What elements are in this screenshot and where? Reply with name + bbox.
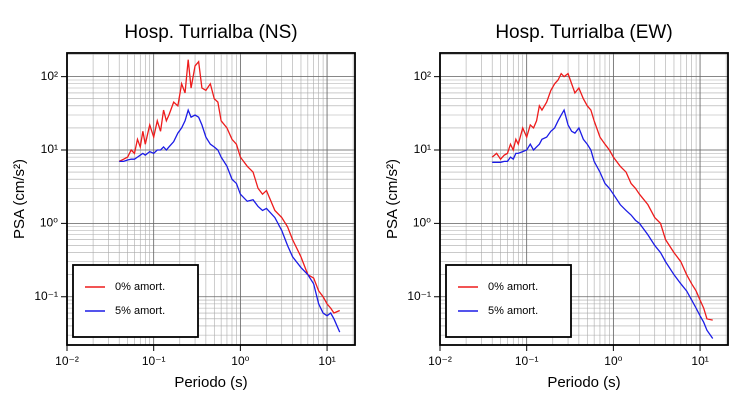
x-tick-label: 10¹ xyxy=(318,354,335,368)
y-tick-label: 10² xyxy=(414,69,431,83)
legend-label: 0% amort. xyxy=(488,281,538,293)
x-tick-label: 10⁰ xyxy=(604,354,622,368)
y-tick-label: 10¹ xyxy=(414,142,431,156)
legend: 0% amort. 5% amort. xyxy=(445,264,572,338)
plot-frame xyxy=(66,52,356,346)
y-tick-label: 10⁻¹ xyxy=(34,289,58,303)
panel: 10⁻² 10⁻¹ 10⁰ 10¹ 10⁻¹ 10⁰ 10¹ 10² Hosp. Turrial… xyxy=(11,22,356,391)
plot-frame xyxy=(439,52,729,346)
panel: 10⁻² 10⁻¹ 10⁰ 10¹ 10⁻¹ 10⁰ 10¹ 10² Hosp. Turrial… xyxy=(384,22,729,391)
series-line xyxy=(119,108,341,333)
y-axis-label: PSA (cm/s²) xyxy=(11,159,28,239)
y-tick-label: 10⁻¹ xyxy=(407,289,431,303)
x-tick-label: 10⁰ xyxy=(231,354,249,368)
series-line xyxy=(492,108,714,339)
legend-label: 5% amort. xyxy=(488,305,538,317)
legend-box xyxy=(72,264,199,338)
y-tick-label: 10² xyxy=(41,69,58,83)
series-line xyxy=(118,59,340,314)
legend-label: 0% amort. xyxy=(115,281,165,293)
x-tick-label: 10⁻² xyxy=(55,354,79,368)
x-axis-label: Periodo (s) xyxy=(174,374,247,391)
x-tick-label: 10¹ xyxy=(691,354,708,368)
x-tick-label: 10⁻¹ xyxy=(142,354,166,368)
legend-label: 5% amort. xyxy=(115,305,165,317)
y-axis-label: PSA (cm/s²) xyxy=(384,159,401,239)
x-axis-label: Periodo (s) xyxy=(547,374,620,391)
y-tick-label: 10¹ xyxy=(41,142,58,156)
series-line xyxy=(491,72,713,321)
x-tick-label: 10⁻² xyxy=(428,354,452,368)
y-tick-label: 10⁰ xyxy=(413,216,431,230)
y-tick-label: 10⁰ xyxy=(40,216,58,230)
legend: 0% amort. 5% amort. xyxy=(72,264,199,338)
x-tick-label: 10⁻¹ xyxy=(515,354,539,368)
legend-box xyxy=(445,264,572,338)
chart-title: Hosp. Turrialba (EW) xyxy=(495,22,672,43)
chart-title: Hosp. Turrialba (NS) xyxy=(124,22,297,43)
